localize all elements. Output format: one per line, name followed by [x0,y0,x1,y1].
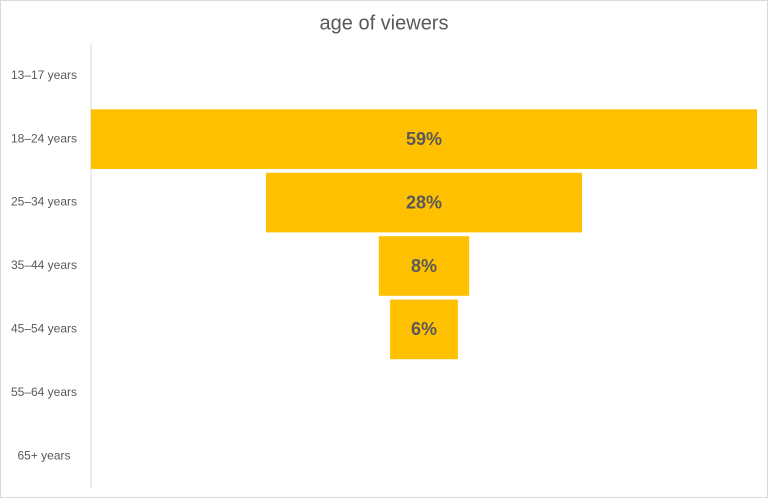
chart-title: age of viewers [320,12,449,34]
category-label: 25–34 years [11,195,77,209]
category-label: 13–17 years [11,68,77,82]
category-label: 35–44 years [11,258,77,272]
data-label: 6% [411,319,437,339]
category-label: 45–54 years [11,322,77,336]
data-label: 28% [406,192,442,212]
category-label: 18–24 years [11,131,77,145]
bar [91,109,757,169]
bar [378,236,470,296]
data-label: 59% [406,129,442,149]
bar [390,299,458,360]
data-label: 8% [411,256,437,276]
category-label: 55–64 years [11,385,77,399]
bar [265,172,583,233]
category-label: 65+ years [17,448,70,462]
